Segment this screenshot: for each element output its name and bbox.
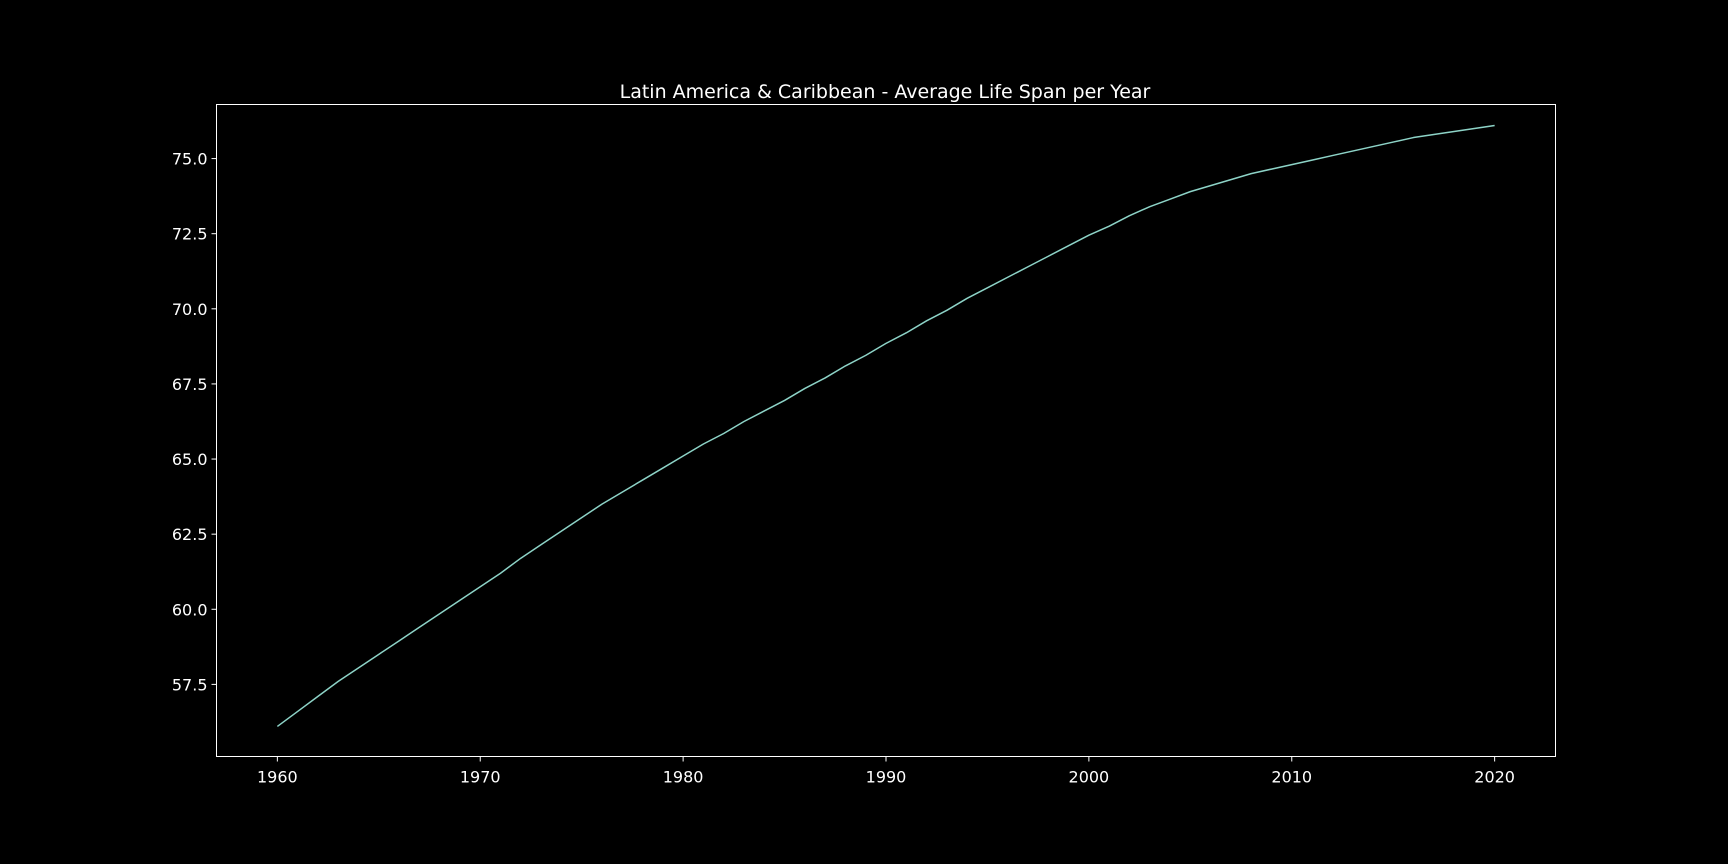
y-tick-label: 67.5 — [172, 375, 208, 394]
chart-title: Latin America & Caribbean - Average Life… — [620, 81, 1151, 103]
x-tick-label: 1980 — [663, 768, 704, 787]
series-layer — [276, 124, 1495, 728]
y-tick-label: 72.5 — [172, 225, 208, 244]
y-tick-label: 70.0 — [172, 300, 208, 319]
x-tick-label: 2010 — [1271, 768, 1312, 787]
x-tick-label: 1990 — [866, 768, 907, 787]
y-tick-label: 65.0 — [172, 450, 208, 469]
y-tick-label: 75.0 — [172, 150, 208, 169]
plot-frame — [216, 104, 1556, 757]
series-line-0 — [276, 124, 1495, 728]
x-tick-label: 1960 — [257, 768, 298, 787]
y-tick-label: 60.0 — [172, 600, 208, 619]
x-tick-label: 2000 — [1069, 768, 1110, 787]
y-axis: 57.5 60.0 62.5 65.0 67.5 70.0 72.5 75.0 — [172, 150, 217, 694]
y-tick-label: 62.5 — [172, 525, 208, 544]
x-tick-label: 1970 — [460, 768, 501, 787]
y-tick-label: 57.5 — [172, 675, 208, 694]
x-tick-label: 2020 — [1474, 768, 1515, 787]
x-axis: 1960 1970 1980 1990 2000 2010 2020 — [257, 756, 1515, 787]
